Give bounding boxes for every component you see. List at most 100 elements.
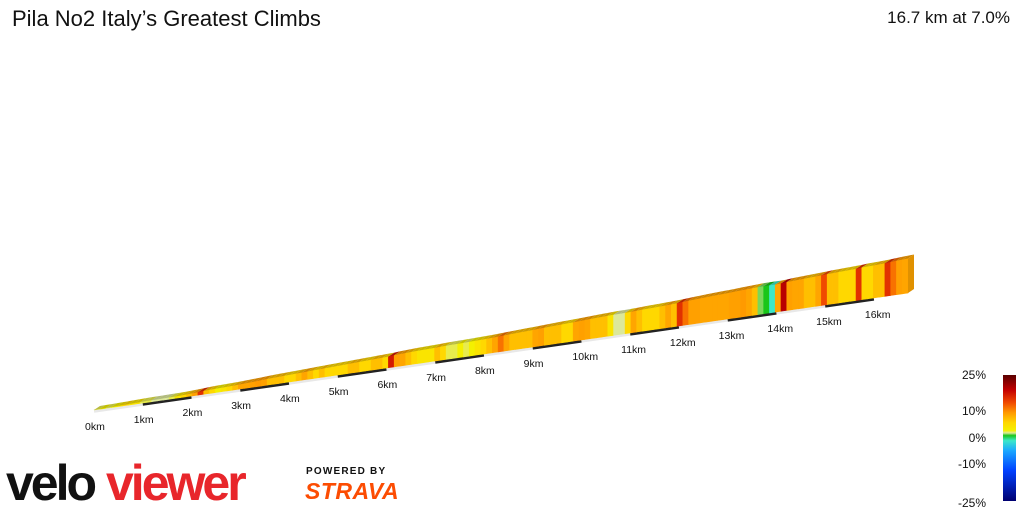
segment-top-face <box>711 291 724 297</box>
segment-top-face <box>244 378 256 384</box>
segment-top-face <box>896 255 909 261</box>
segment-top-face <box>232 380 245 386</box>
segment-top-face <box>578 316 591 322</box>
segment-top-face <box>330 362 343 368</box>
km-stripe <box>239 381 290 392</box>
gradient-segment <box>532 328 539 348</box>
segment-top-face <box>821 270 834 276</box>
segment-top-face <box>705 292 718 298</box>
segment-top-face <box>729 287 741 293</box>
segment-top-face <box>169 392 181 398</box>
segment-top-face <box>567 318 580 324</box>
segment-top-face <box>94 405 106 410</box>
gradient-segment <box>434 346 441 362</box>
segment-top-face <box>879 259 891 265</box>
gradient-segment <box>763 285 770 315</box>
distance-tick-label: 5km <box>329 386 349 398</box>
segment-top-face <box>209 384 222 390</box>
segment-top-face <box>602 311 614 317</box>
gradient-segment <box>601 315 609 338</box>
segment-top-face <box>342 360 355 366</box>
gradient-segment <box>595 316 603 339</box>
gradient-segment <box>774 283 782 313</box>
segment-top-face <box>682 296 695 302</box>
gradient-segment <box>642 308 649 332</box>
gradient-segment <box>728 291 736 320</box>
segment-top-face <box>186 389 199 395</box>
km-stripe <box>337 367 387 378</box>
distance-tick-label: 8km <box>475 365 495 377</box>
segment-top-face <box>780 278 793 284</box>
segment-top-face <box>746 284 759 290</box>
segment-top-face <box>526 325 539 332</box>
segment-top-face <box>521 327 533 333</box>
km-stripe <box>678 318 728 329</box>
segment-top-face <box>371 354 383 360</box>
segment-top-face <box>290 369 303 375</box>
legend-tick-label: 10% <box>961 404 986 418</box>
segment-top-face <box>353 357 366 363</box>
segment-top-face <box>873 260 886 266</box>
km-stripe <box>142 395 192 406</box>
segment-top-face <box>203 385 216 391</box>
segment-top-face <box>538 323 551 329</box>
segment-top-face <box>313 365 326 371</box>
km-stripe <box>386 360 436 371</box>
km-stripe <box>93 402 143 413</box>
segment-top-face <box>319 364 331 370</box>
segment-top-face <box>827 269 839 275</box>
distance-tick-label: 0km <box>85 421 105 433</box>
gradient-segment <box>411 350 418 365</box>
gradient-segment <box>376 357 383 370</box>
gradient-segment <box>538 327 545 347</box>
distance-tick-label: 12km <box>670 337 696 349</box>
gradient-segment <box>520 330 528 349</box>
segment-top-face <box>763 281 776 287</box>
segment-top-face <box>197 386 210 393</box>
gradient-segment <box>463 341 470 358</box>
segment-top-face <box>99 404 112 410</box>
distance-tick-label: 14km <box>767 323 793 335</box>
gradient-segment <box>503 333 510 352</box>
segment-top-face <box>555 320 568 326</box>
segment-top-face <box>475 335 487 341</box>
segment-top-face <box>174 391 187 397</box>
chart-title: Pila No2 Italy’s Greatest Climbs <box>12 6 321 31</box>
segment-top-face <box>503 330 516 336</box>
segment-top-face <box>757 282 770 288</box>
segment-top-face <box>653 302 666 308</box>
gradient-segment <box>803 277 811 309</box>
gradient-segment <box>561 323 568 344</box>
segment-top-face <box>376 353 389 359</box>
segment-top-face <box>688 295 701 301</box>
gradient-segment <box>567 322 574 343</box>
segment-top-face <box>677 297 689 304</box>
segment-top-face <box>492 332 505 338</box>
segment-top-face <box>365 355 378 361</box>
gradient-segment <box>855 267 863 301</box>
gradient-segment <box>330 365 337 377</box>
segment-top-face <box>255 376 268 382</box>
gradient-segment <box>647 307 655 331</box>
gradient-segment <box>422 348 430 364</box>
gradient-segment <box>307 370 314 380</box>
segment-top-face <box>550 321 562 327</box>
gradient-segment <box>341 363 349 375</box>
gradient-segment <box>549 325 557 345</box>
gradient-segment <box>613 313 620 336</box>
distance-tick-label: 15km <box>816 316 842 328</box>
gradient-segment <box>555 324 562 344</box>
strava-logo: STRAVA <box>305 478 400 504</box>
segment-top-face <box>359 356 372 362</box>
segment-top-face <box>457 338 470 344</box>
gradient-segment <box>757 285 764 315</box>
gradient-segment <box>468 340 476 357</box>
distance-tick-label: 3km <box>231 400 251 412</box>
segment-top-face <box>734 286 747 292</box>
gradient-segment <box>336 364 343 376</box>
segment-top-face <box>752 283 764 289</box>
gradient-segment <box>457 342 464 359</box>
km-stripe <box>532 339 582 350</box>
km-stripe <box>434 353 485 364</box>
